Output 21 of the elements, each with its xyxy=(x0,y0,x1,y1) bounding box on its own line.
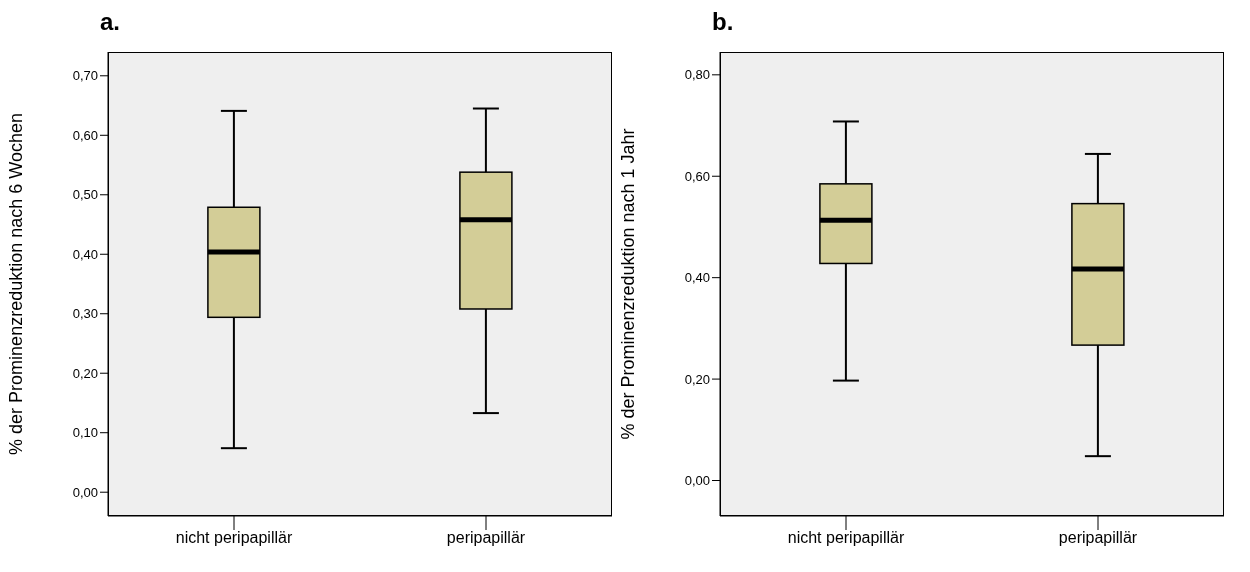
chart-title: b. xyxy=(712,8,734,36)
x-tick-label: peripapillär xyxy=(446,529,526,547)
y-axis-title: % der Prominenzreduktion nach 6 Wochen xyxy=(6,113,27,455)
x-tick-label: nicht peripapillär xyxy=(175,529,293,547)
x-tick-label: peripapillär xyxy=(1058,529,1138,547)
y-tick-label: 0,20 xyxy=(684,371,710,387)
x-tick-label: nicht peripapillär xyxy=(787,529,905,547)
y-tick-label: 0,00 xyxy=(684,473,710,489)
y-tick-label: 0,40 xyxy=(72,246,98,262)
chart-title: a. xyxy=(100,8,121,36)
y-tick-label: 0,10 xyxy=(72,425,98,441)
y-tick-label: 0,20 xyxy=(72,365,98,381)
y-tick-label: 0,50 xyxy=(72,187,98,203)
y-tick-label: 0,60 xyxy=(72,127,98,143)
y-tick-label: 0,60 xyxy=(684,168,710,184)
y-tick-label: 0,30 xyxy=(72,306,98,322)
y-tick-label: 0,40 xyxy=(684,270,710,286)
y-tick-label: 0,00 xyxy=(72,484,98,500)
y-tick-label: 0,70 xyxy=(72,68,98,84)
y-tick-label: 0,80 xyxy=(684,67,710,83)
y-axis-title: % der Prominenzreduktion nach 1 Jahr xyxy=(618,128,639,440)
